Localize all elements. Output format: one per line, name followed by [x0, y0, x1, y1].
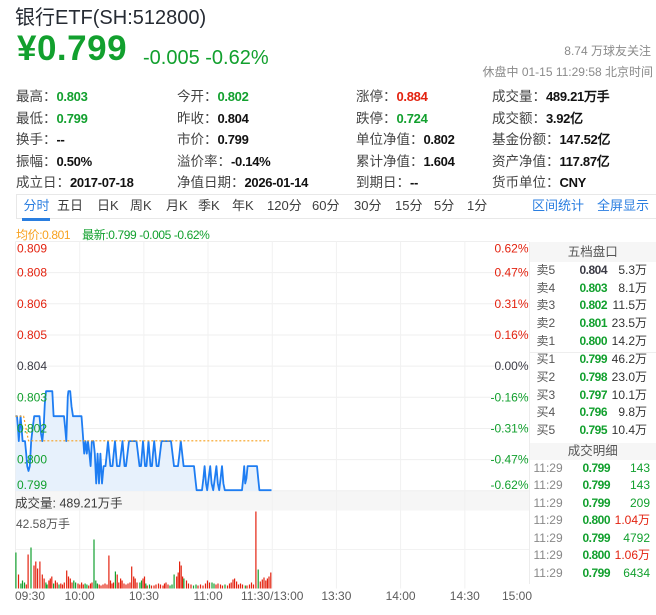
svg-text:11:30/13:00: 11:30/13:00 [241, 589, 304, 603]
svg-text:10:30: 10:30 [129, 589, 159, 603]
svg-text:10:00: 10:00 [65, 589, 95, 603]
svg-text:0.804: 0.804 [17, 359, 47, 373]
svg-text:-0.16%: -0.16% [490, 390, 528, 404]
svg-text:0.00%: 0.00% [494, 359, 528, 373]
svg-text:0.805: 0.805 [17, 328, 47, 342]
svg-text:-0.31%: -0.31% [490, 421, 528, 435]
svg-text:0.806: 0.806 [17, 297, 47, 311]
svg-text:0.799: 0.799 [17, 478, 47, 492]
svg-text:13:30: 13:30 [321, 589, 351, 603]
svg-text:15:00: 15:00 [502, 589, 532, 603]
svg-text:0.802: 0.802 [17, 421, 47, 435]
svg-text:0.808: 0.808 [17, 266, 47, 280]
svg-text:0.800: 0.800 [17, 453, 47, 467]
svg-text:0.16%: 0.16% [494, 328, 528, 342]
svg-text:09:30: 09:30 [15, 589, 45, 603]
svg-text:11:00: 11:00 [194, 589, 223, 603]
svg-text:-0.62%: -0.62% [490, 478, 528, 492]
svg-text:0.31%: 0.31% [494, 297, 528, 311]
svg-text:0.62%: 0.62% [494, 241, 528, 255]
svg-text:0.47%: 0.47% [494, 266, 528, 280]
svg-text:0.803: 0.803 [17, 390, 47, 404]
svg-text:成交量: 489.21万手: 成交量: 489.21万手 [15, 496, 123, 511]
svg-text:42.58万手: 42.58万手 [16, 517, 70, 531]
svg-text:14:00: 14:00 [386, 589, 416, 603]
svg-text:14:30: 14:30 [450, 589, 480, 603]
svg-text:0.809: 0.809 [17, 241, 47, 255]
svg-text:-0.47%: -0.47% [490, 453, 528, 467]
